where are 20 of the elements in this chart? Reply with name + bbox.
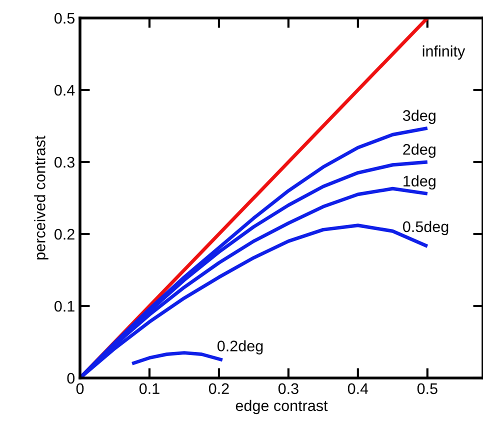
y-tick-label: 0.4 xyxy=(54,84,75,96)
x-tick-label: 0.2 xyxy=(208,383,229,394)
series-label: 3deg xyxy=(402,110,436,124)
y-tick-label: 0 xyxy=(67,372,75,384)
y-tick-label: 0.1 xyxy=(54,300,74,312)
x-axis-title: edge contrast xyxy=(236,400,328,414)
x-tick-label: 0.5 xyxy=(417,383,438,394)
y-tick-label: 0.3 xyxy=(54,156,74,168)
series-label: 0.2deg xyxy=(217,340,263,354)
series-label: 2deg xyxy=(403,144,436,158)
y-axis-title: perceived contrast xyxy=(34,136,48,260)
x-tick-label: 0.4 xyxy=(348,383,368,394)
x-tick-label: 0.1 xyxy=(139,383,160,394)
x-tick-label: 0.3 xyxy=(278,383,298,394)
y-tick-label: 0.2 xyxy=(54,228,74,240)
y-tick-label: 0.5 xyxy=(54,12,74,24)
series-label: infinity xyxy=(422,45,466,60)
x-tick-label: 0 xyxy=(76,383,84,394)
series-label: 0.5deg xyxy=(403,220,448,236)
series-label: 1deg xyxy=(404,175,436,190)
